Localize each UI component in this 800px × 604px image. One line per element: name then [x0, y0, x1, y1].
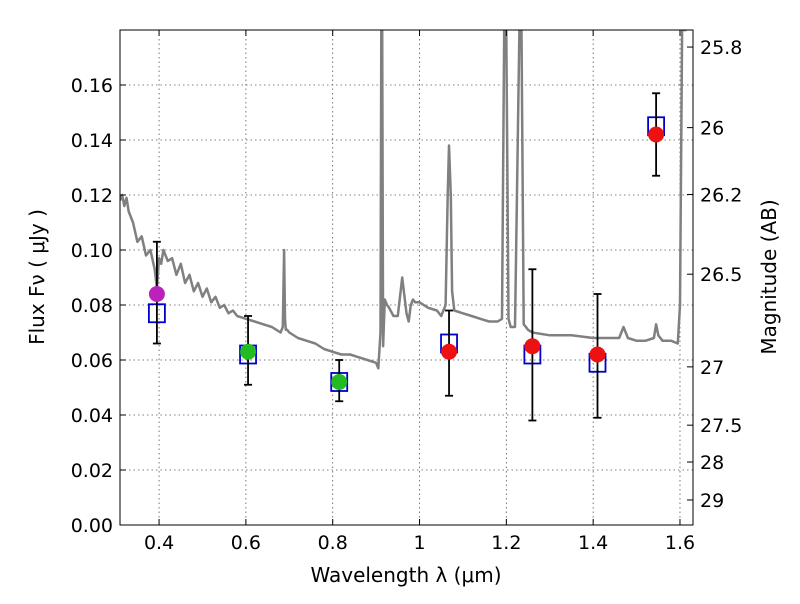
y-tick-label: 0.08 [71, 295, 113, 317]
y2-axis-title: Magnitude (AB) [757, 199, 781, 354]
x-tick-label: 0.6 [231, 532, 261, 554]
y2-tick-label: 26 [700, 118, 724, 140]
y2-tick-label: 26.5 [700, 264, 742, 286]
y-tick-label: 0.12 [71, 185, 113, 207]
x-tick-label: 0.8 [318, 532, 348, 554]
y2-tick-label: 26.2 [700, 184, 742, 206]
observed-flux-point [524, 338, 541, 355]
y2-tick-label: 27.5 [700, 415, 742, 437]
y-tick-label: 0.10 [71, 240, 113, 262]
x-tick-label: 1 [413, 532, 425, 554]
y2-tick-label: 27 [700, 357, 724, 379]
x-tick-label: 0.4 [144, 532, 174, 554]
y2-tick-label: 28 [700, 452, 724, 474]
y-tick-label: 0.00 [71, 515, 113, 537]
model-spectrum-line [120, 30, 687, 370]
observed-flux-point [589, 346, 606, 363]
y-axis-title: Flux Fν ( μJy ) [25, 209, 49, 345]
x-tick-label: 1.4 [578, 532, 608, 554]
y-tick-label: 0.14 [71, 130, 113, 152]
y-tick-label: 0.02 [71, 460, 113, 482]
observed-flux-point [648, 126, 665, 143]
marker-layer [147, 92, 666, 422]
y-tick-label: 0.04 [71, 405, 113, 427]
series-layer [120, 30, 687, 370]
ticks: 0.4 0.6 0.8 1 1.2 1.4 1.6 0.00 0.02 0.04 0.06 0.08 0… [71, 30, 742, 554]
y2-tick-label: 29 [700, 490, 724, 512]
x-tick-label: 1.2 [491, 532, 521, 554]
x-tick-label: 1.6 [665, 532, 695, 554]
plot-area [120, 30, 693, 525]
x-axis-title: Wavelength λ (μm) [310, 563, 501, 587]
observed-flux-point [331, 374, 348, 390]
observed-flux-point [441, 343, 458, 360]
observed-flux-point [240, 343, 257, 360]
observed-flux-point [148, 286, 165, 302]
plot-frame [119, 29, 694, 526]
y-tick-label: 0.16 [71, 75, 113, 97]
y-tick-label: 0.06 [71, 350, 113, 372]
y2-tick-label: 25.8 [700, 37, 742, 59]
